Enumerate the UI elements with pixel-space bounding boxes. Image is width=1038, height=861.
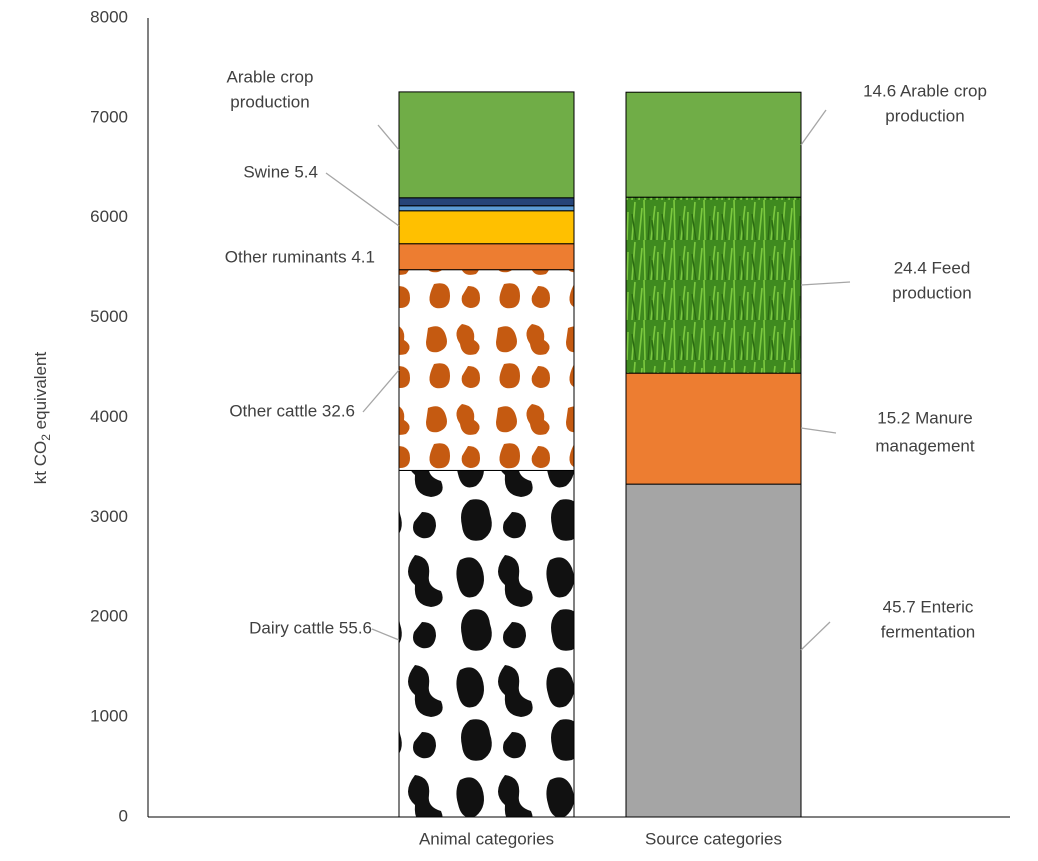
leader-line — [325, 172, 400, 227]
y-tick-label: 1000 — [90, 707, 128, 726]
bar-segment — [625, 91, 802, 198]
bar-segment — [398, 210, 575, 245]
leader-line — [800, 427, 837, 434]
bar-segment — [398, 197, 575, 207]
segment-label: Dairy cattle 55.6 — [249, 618, 372, 637]
bar-segment — [398, 243, 575, 271]
segment-label: Arable crop — [227, 67, 314, 86]
y-tick-label: 6000 — [90, 207, 128, 226]
segment-label: production — [892, 283, 971, 302]
y-tick-label: 4000 — [90, 407, 128, 426]
segment-label: 24.4 Feed — [894, 258, 971, 277]
x-tick-label: Source categories — [645, 829, 782, 848]
bar-segment — [398, 205, 575, 212]
leader-line — [800, 621, 831, 651]
bar-segment — [625, 372, 802, 485]
x-tick-label: Animal categories — [419, 829, 554, 848]
leader-line — [362, 369, 400, 413]
y-tick-label: 0 — [119, 806, 128, 825]
y-label-sub: 2 — [39, 434, 53, 441]
bar-segment — [625, 196, 802, 374]
bar-segment — [625, 483, 802, 818]
segment-label: 45.7 Enteric — [883, 597, 974, 616]
bar-segment — [398, 269, 575, 471]
leader-line — [800, 109, 827, 146]
bar-segment — [398, 91, 575, 199]
leader-line — [371, 628, 400, 641]
segment-label: Other cattle 32.6 — [229, 401, 355, 420]
y-tick-label: 7000 — [90, 107, 128, 126]
segment-label: production — [885, 106, 964, 125]
segment-label: fermentation — [881, 622, 976, 641]
bar-segment — [398, 469, 575, 818]
segment-label: management — [875, 436, 975, 455]
leader-line — [800, 281, 851, 286]
segment-label: Swine 5.4 — [243, 162, 318, 181]
y-label-part: kt CO — [31, 441, 50, 484]
segment-label: 14.6 Arable crop — [863, 81, 987, 100]
y-tick-label: 3000 — [90, 507, 128, 526]
leader-line — [377, 124, 400, 151]
y-tick-label: 5000 — [90, 307, 128, 326]
segment-label: Other ruminants 4.1 — [225, 247, 375, 266]
y-label-part: equivalent — [31, 352, 50, 435]
y-tick-label: 2000 — [90, 607, 128, 626]
segment-label: 15.2 Manure — [877, 408, 972, 427]
y-tick-label: 8000 — [90, 7, 128, 26]
y-axis-title: kt CO2 equivalent — [31, 352, 53, 485]
segment-label: production — [230, 92, 309, 111]
